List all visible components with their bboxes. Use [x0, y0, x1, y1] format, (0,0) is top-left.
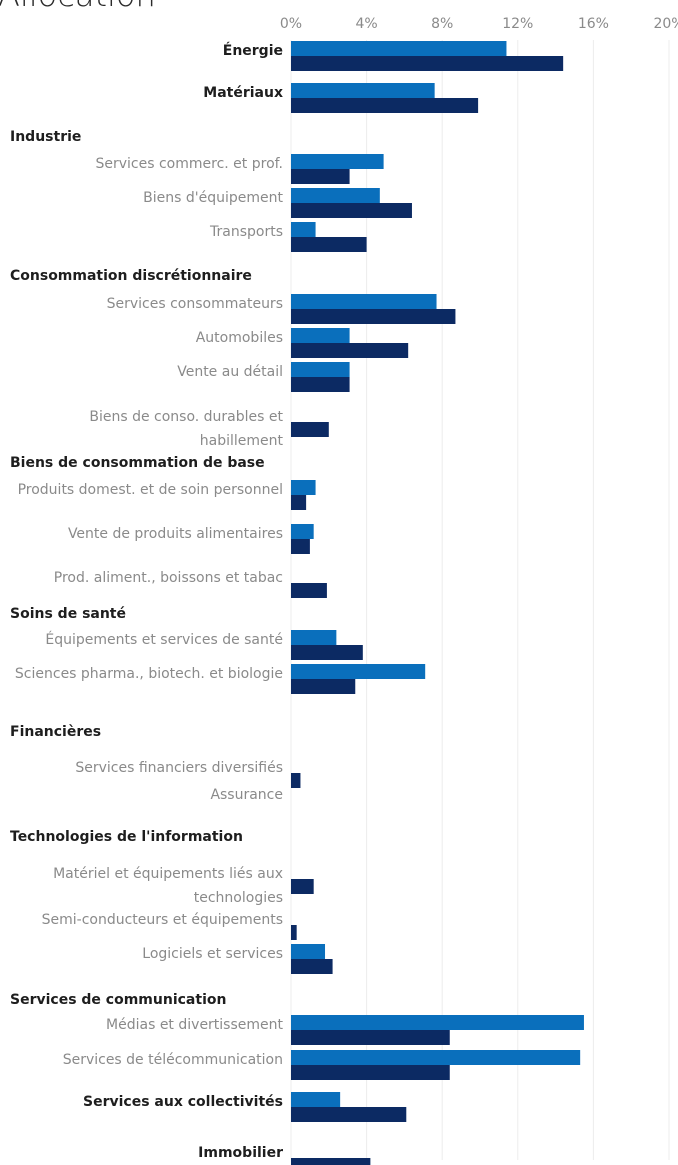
bar-series-b	[291, 203, 412, 218]
category-label: Services commerc. et prof.	[96, 156, 284, 172]
bar-series-a	[291, 1015, 584, 1030]
bar-series-b	[291, 679, 356, 694]
category-label: Prod. aliment., boissons et tabac	[54, 570, 283, 586]
bar-series-a	[291, 1050, 581, 1065]
bar-series-a	[291, 222, 316, 237]
bar-series-a	[291, 1092, 341, 1107]
bar-series-b	[291, 1030, 450, 1045]
bar-series-b	[291, 959, 333, 974]
sector-header: Financières	[10, 724, 101, 740]
category-label: Semi-conducteurs et équipements	[42, 912, 283, 928]
bar-series-b	[291, 98, 479, 113]
bar-series-a	[291, 154, 384, 169]
bar-series-a	[291, 328, 350, 343]
category-label: Services aux collectivités	[83, 1094, 283, 1110]
bar-series-a	[291, 41, 507, 56]
bar-series-a	[291, 294, 437, 309]
sector-header: Technologies de l'information	[10, 829, 243, 845]
category-label: Biens d'équipement	[143, 190, 283, 206]
bar-series-b	[291, 1065, 450, 1080]
category-label: Équipements et services de santé	[45, 631, 283, 648]
bars	[291, 41, 584, 1165]
x-axis-ticks: 0% 4% 8% 12% 16% 20%	[280, 16, 678, 32]
sector-header: Soins de santé	[10, 606, 126, 622]
bar-series-a	[291, 664, 426, 679]
sector-header: Services de communication	[10, 992, 226, 1008]
x-tick-label: 0%	[280, 16, 302, 32]
bar-series-b	[291, 422, 329, 437]
bar-series-b	[291, 583, 327, 598]
x-tick-label: 12%	[502, 16, 533, 32]
category-label: Produits domest. et de soin personnel	[18, 482, 283, 498]
sector-header: Biens de consommation de base	[10, 455, 265, 471]
sector-header: Industrie	[10, 129, 81, 145]
category-label: habillement	[200, 433, 284, 449]
bar-series-b	[291, 343, 409, 358]
bar-series-b	[291, 495, 307, 510]
category-label: Assurance	[210, 787, 283, 803]
bar-series-b	[291, 1107, 407, 1122]
bar-series-a	[291, 630, 337, 645]
category-label: Logiciels et services	[142, 946, 283, 962]
bar-series-a	[291, 83, 435, 98]
sector-header: Consommation discrétionnaire	[10, 268, 252, 284]
x-tick-label: 8%	[431, 16, 453, 32]
chart-title: Allocation	[0, 0, 156, 14]
category-label: Services financiers diversifiés	[75, 760, 283, 776]
bar-series-b	[291, 773, 301, 788]
bar-series-b	[291, 169, 350, 184]
category-label: Services consommateurs	[107, 296, 283, 312]
bar-series-a	[291, 480, 316, 495]
bar-series-b	[291, 377, 350, 392]
bar-series-b	[291, 237, 367, 252]
category-label: Immobilier	[198, 1145, 283, 1161]
bar-series-b	[291, 309, 456, 324]
category-label: Vente de produits alimentaires	[68, 526, 283, 542]
category-labels: Énergie Matériaux Industrie Services commer…	[10, 42, 284, 1161]
bar-series-b	[291, 539, 310, 554]
category-label: Matériaux	[203, 85, 283, 101]
category-label: Automobiles	[196, 330, 283, 346]
category-label: Vente au détail	[177, 364, 283, 380]
category-label: Matériel et équipements liés aux	[53, 866, 283, 882]
x-tick-label: 20%	[653, 16, 678, 32]
x-tick-label: 16%	[578, 16, 609, 32]
category-label: Transports	[209, 224, 283, 240]
bar-series-b	[291, 925, 297, 940]
bar-series-b	[291, 1158, 371, 1165]
bar-series-a	[291, 362, 350, 377]
bar-series-b	[291, 645, 363, 660]
category-label: Biens de conso. durables et	[89, 409, 283, 425]
category-label: Sciences pharma., biotech. et biologie	[15, 666, 283, 682]
bar-series-b	[291, 879, 314, 894]
bar-series-a	[291, 944, 326, 959]
bar-series-a	[291, 188, 380, 203]
x-tick-label: 4%	[355, 16, 377, 32]
bar-series-b	[291, 56, 564, 71]
category-label: Services de télécommunication	[63, 1052, 283, 1068]
bar-series-a	[291, 524, 314, 539]
category-label: Énergie	[223, 42, 283, 59]
category-label: technologies	[194, 890, 283, 906]
category-label: Médias et divertissement	[106, 1017, 283, 1033]
